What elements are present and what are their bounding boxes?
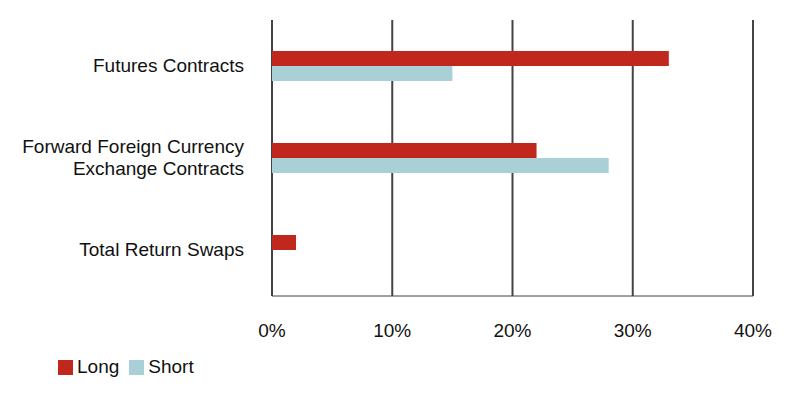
svg-text:Total Return Swaps: Total Return Swaps [79,239,244,260]
svg-text:10%: 10% [373,320,411,341]
html-text:Short: Short [148,356,194,377]
svg-text:Forward Foreign CurrencyExchan: Forward Foreign CurrencyExchange Contrac… [22,136,244,179]
svg-text:30%: 30% [614,320,652,341]
svg-text:40%: 40% [734,320,772,341]
svg-text:20%: 20% [493,320,531,341]
html-text:Long: Long [77,356,120,377]
svg-text:Futures Contracts: Futures Contracts [93,55,244,76]
svg-text:0%: 0% [258,320,286,341]
